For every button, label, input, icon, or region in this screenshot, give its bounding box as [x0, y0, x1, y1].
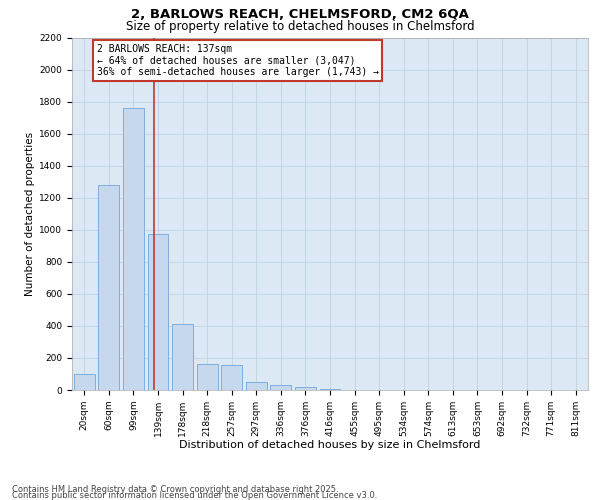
Bar	[172, 324, 193, 390]
Text: Size of property relative to detached houses in Chelmsford: Size of property relative to detached ho…	[125, 20, 475, 33]
Text: Contains public sector information licensed under the Open Government Licence v3: Contains public sector information licen…	[12, 491, 377, 500]
Bar	[221, 365, 242, 390]
Bar	[197, 364, 218, 390]
Bar	[246, 382, 267, 390]
Bar	[98, 185, 119, 390]
Bar	[74, 374, 95, 390]
Bar	[271, 385, 292, 390]
Text: 2, BARLOWS REACH, CHELMSFORD, CM2 6QA: 2, BARLOWS REACH, CHELMSFORD, CM2 6QA	[131, 8, 469, 20]
Y-axis label: Number of detached properties: Number of detached properties	[25, 132, 35, 296]
Text: 2 BARLOWS REACH: 137sqm
← 64% of detached houses are smaller (3,047)
36% of semi: 2 BARLOWS REACH: 137sqm ← 64% of detache…	[97, 44, 379, 77]
Bar	[320, 389, 340, 390]
Bar	[295, 387, 316, 390]
Text: Contains HM Land Registry data © Crown copyright and database right 2025.: Contains HM Land Registry data © Crown c…	[12, 485, 338, 494]
X-axis label: Distribution of detached houses by size in Chelmsford: Distribution of detached houses by size …	[179, 440, 481, 450]
Bar	[123, 108, 144, 390]
Bar	[148, 234, 169, 390]
